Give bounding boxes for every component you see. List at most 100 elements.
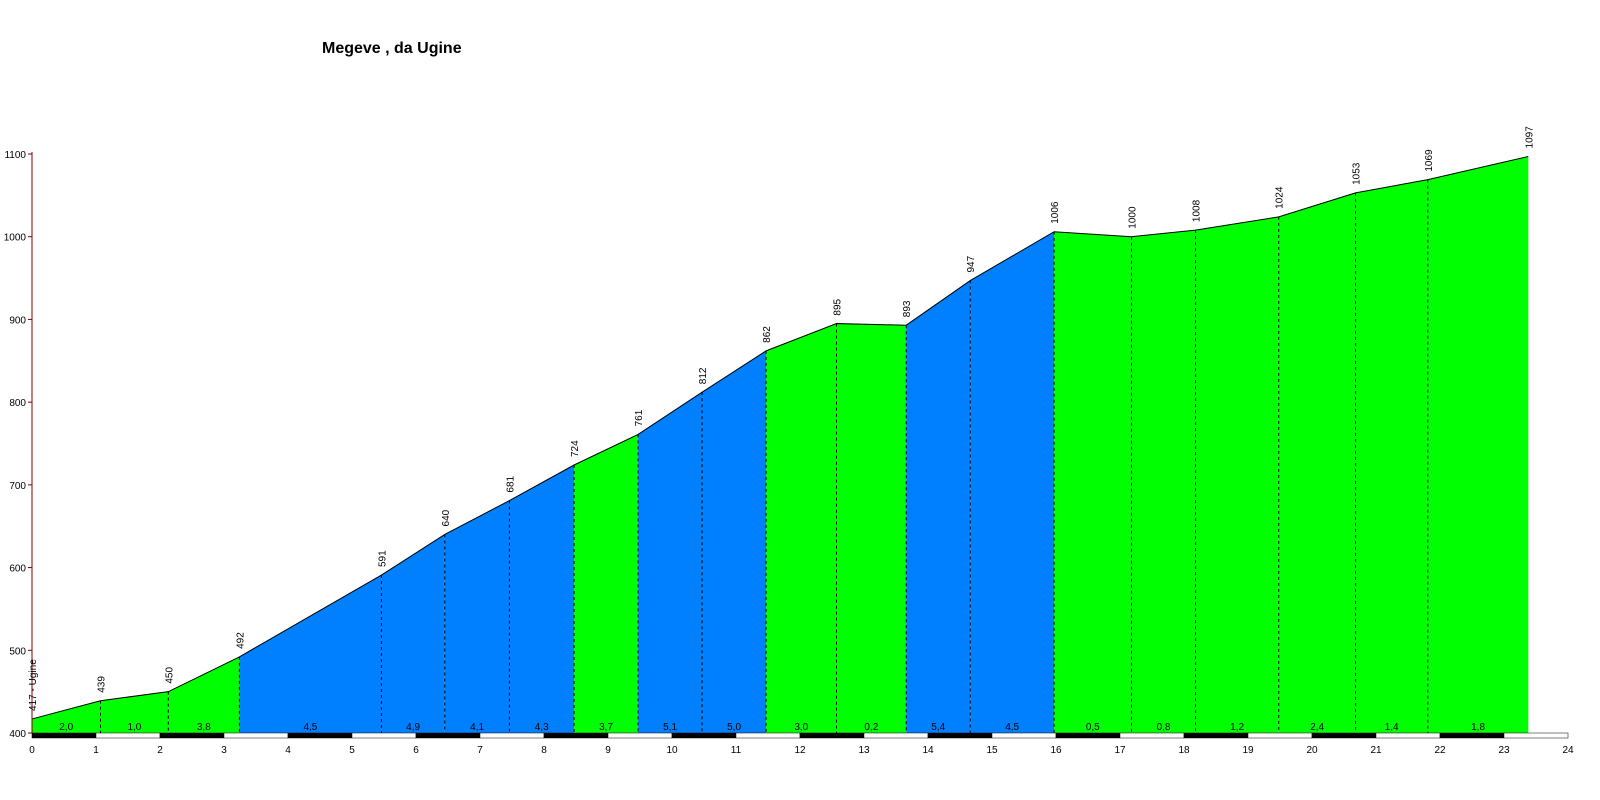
segment-gradient-label: 5,0 [727, 722, 741, 733]
x-tick-label: 4 [285, 745, 291, 756]
x-tick-label: 16 [1050, 745, 1062, 756]
x-tick-label: 1 [93, 745, 99, 756]
km-bar-cell [159, 732, 225, 739]
km-bar-cell [223, 732, 289, 739]
km-bar-cell [799, 732, 865, 739]
segment-area [702, 350, 767, 733]
x-tick-label: 6 [413, 745, 419, 756]
segment-area [1195, 216, 1279, 733]
elevation-label: 895 [832, 298, 843, 315]
x-tick-label: 21 [1370, 745, 1382, 756]
segment-gradient-label: 4,3 [535, 722, 549, 733]
elevation-label: 417 - Ugine [28, 659, 39, 711]
segment-gradient-label: 1,2 [1230, 722, 1244, 733]
elevation-label: 1097 [1524, 126, 1535, 149]
elevation-label: 439 [96, 676, 107, 693]
segment-gradient-label: 2,4 [1310, 722, 1324, 733]
segment-gradient-label: 5,4 [931, 722, 945, 733]
segment-gradient-label: 3,0 [794, 722, 808, 733]
km-bar-cell [671, 732, 737, 739]
km-bar-cell [1439, 732, 1505, 739]
segment-area [444, 500, 510, 733]
segment-area [100, 691, 169, 733]
x-tick-label: 19 [1242, 745, 1254, 756]
x-tick-label: 22 [1434, 745, 1446, 756]
elevation-label: 1053 [1352, 162, 1363, 185]
km-bar-cell [1119, 732, 1185, 739]
elevation-label: 1024 [1275, 186, 1286, 209]
segment-area [509, 465, 575, 733]
km-bar-cell [1055, 732, 1121, 739]
segment-area [381, 534, 445, 733]
segment-gradient-label: 0,2 [864, 722, 878, 733]
segment-gradient-label: 4,5 [1005, 722, 1019, 733]
x-tick-label: 14 [922, 745, 934, 756]
segment-gradient-label: 1,4 [1385, 722, 1399, 733]
y-tick-label: 900 [9, 315, 26, 326]
segment-gradient-label: 2,0 [59, 722, 73, 733]
elevation-label: 893 [902, 300, 913, 317]
segment-area [1131, 230, 1196, 733]
segment-gradient-label: 1,8 [1471, 722, 1485, 733]
y-tick-label: 600 [9, 564, 26, 575]
x-tick-label: 10 [666, 745, 678, 756]
x-tick-label: 23 [1498, 745, 1510, 756]
segment-area [1355, 179, 1428, 734]
y-tick-label: 400 [9, 729, 26, 740]
km-bar-cell [607, 732, 673, 739]
km-bar-cell [863, 732, 929, 739]
km-bar-cell [287, 732, 353, 739]
x-tick-label: 5 [349, 745, 355, 756]
x-tick-label: 15 [986, 745, 998, 756]
segment-gradient-label: 4,1 [470, 722, 484, 733]
elevation-label: 1008 [1192, 199, 1203, 222]
segment-gradient-label: 4,5 [303, 722, 317, 733]
x-tick-label: 8 [541, 745, 547, 756]
x-tick-label: 17 [1114, 745, 1126, 756]
segment-gradient-label: 3,7 [599, 722, 613, 733]
elevation-label: 492 [235, 632, 246, 649]
x-tick-label: 18 [1178, 745, 1190, 756]
elevation-label: 1000 [1128, 206, 1139, 229]
elevation-label: 761 [634, 409, 645, 426]
km-bar-cell [1503, 732, 1569, 739]
segment-gradient-label: 3,8 [197, 722, 211, 733]
km-bar-cell [927, 732, 993, 739]
km-bar-cell [543, 732, 609, 739]
segment-gradient-label: 1,0 [127, 722, 141, 733]
segment-gradient-label: 0,8 [1157, 722, 1171, 733]
km-bar-cell [1247, 732, 1313, 739]
elevation-label: 1006 [1050, 201, 1061, 224]
elevation-label: 681 [505, 475, 516, 492]
segment-area [1054, 231, 1132, 733]
y-tick-label: 1000 [4, 233, 27, 244]
x-tick-label: 0 [29, 745, 35, 756]
elevation-label: 450 [164, 667, 175, 684]
segment-area [970, 231, 1055, 733]
y-tick-label: 800 [9, 398, 26, 409]
segment-area [906, 280, 971, 733]
km-bar-cell [1311, 732, 1377, 739]
x-tick-label: 13 [858, 745, 870, 756]
elevation-label: 724 [570, 440, 581, 457]
elevation-label: 862 [762, 326, 773, 343]
profile-line [31, 155, 1529, 720]
segment-gradient-label: 0,5 [1086, 722, 1100, 733]
x-tick-label: 2 [157, 745, 163, 756]
chart-title: Megeve , da Ugine [322, 40, 462, 57]
segment-gradient-label: 4,9 [406, 722, 420, 733]
elevation-label: 812 [698, 367, 709, 384]
km-bar-cell [1183, 732, 1249, 739]
segment-area [638, 392, 703, 733]
km-bar-cell [415, 732, 481, 739]
elevation-label: 947 [966, 255, 977, 272]
km-bar-cell [479, 732, 545, 739]
segment-area [574, 434, 639, 733]
km-bar-cell [735, 732, 801, 739]
x-tick-label: 7 [477, 745, 483, 756]
x-tick-label: 9 [605, 745, 611, 756]
x-tick-label: 20 [1306, 745, 1318, 756]
segment-gradient-label: 5,1 [663, 722, 677, 733]
x-tick-label: 12 [794, 745, 806, 756]
